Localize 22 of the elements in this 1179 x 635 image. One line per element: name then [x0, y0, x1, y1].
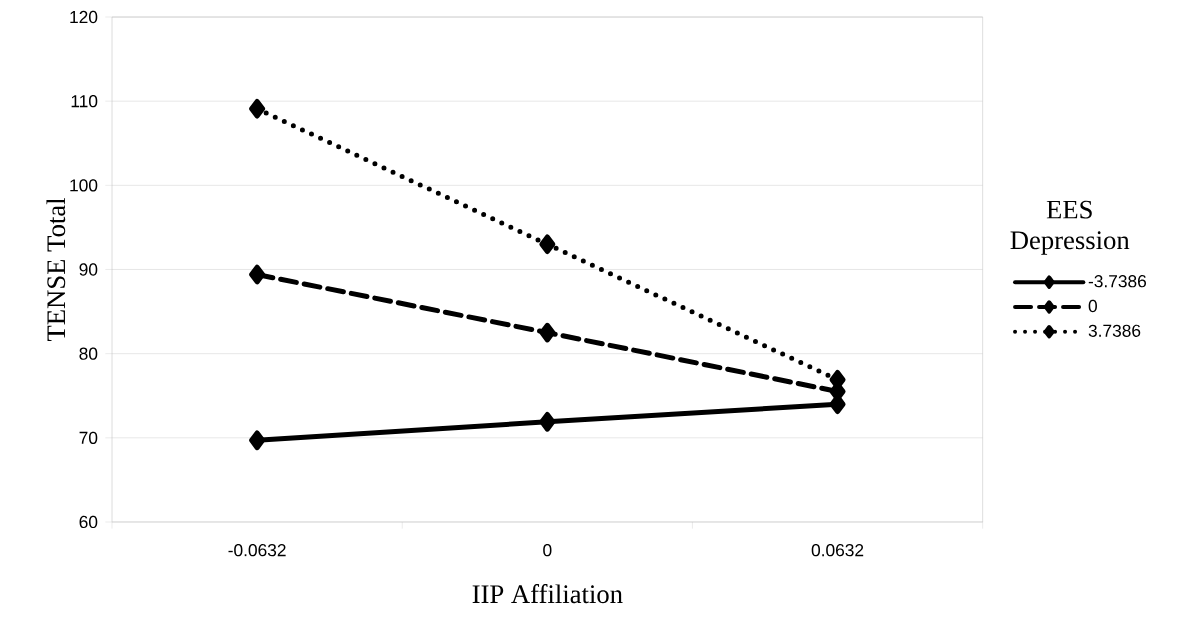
x-axis-title: IIP Affiliation [472, 584, 623, 604]
legend-title: EES Depression [1010, 200, 1130, 255]
legend-label: 3.7386 [1088, 324, 1141, 337]
y-tick-label: 110 [71, 95, 98, 108]
y-axis-title: TENSE Total [46, 197, 66, 342]
x-tick-label: -0.0632 [228, 544, 286, 557]
y-tick-label: 80 [79, 347, 98, 360]
y-tick-label: 100 [70, 179, 98, 192]
x-tick-label: 0 [543, 544, 552, 557]
point [249, 430, 266, 451]
point [539, 234, 556, 255]
y-tick-label: 60 [79, 515, 98, 529]
x-tick-label: 0.0632 [811, 544, 864, 557]
point [249, 264, 266, 285]
y-tick-label: 70 [79, 431, 98, 444]
legend-label: 0 [1088, 299, 1097, 313]
point [539, 322, 556, 343]
point [539, 412, 556, 432]
point [249, 98, 266, 119]
legend-label: -3.7386 [1088, 275, 1147, 288]
y-tick-label: 120 [70, 10, 98, 24]
y-tick-label: 90 [79, 263, 98, 276]
